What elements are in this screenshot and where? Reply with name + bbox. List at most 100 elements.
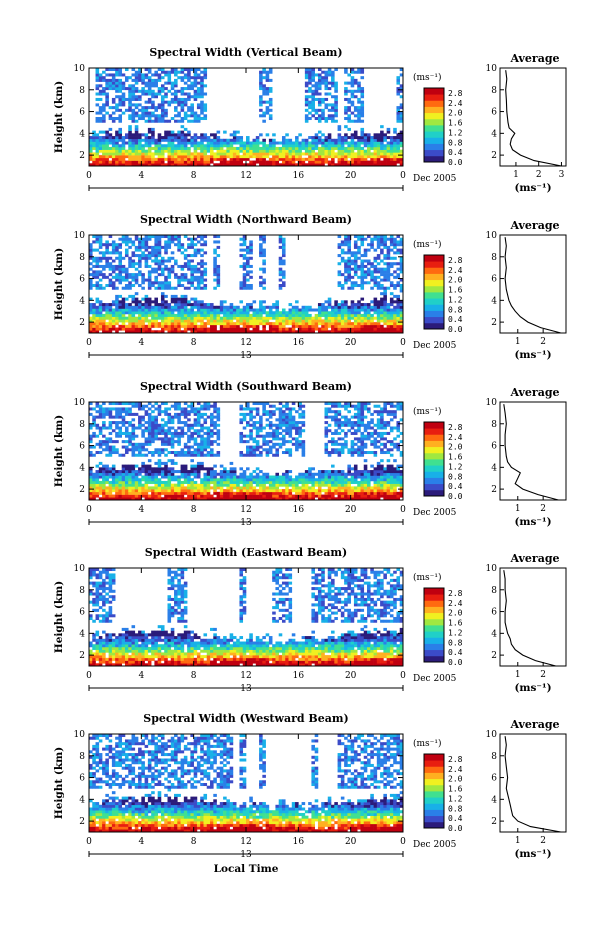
average-title: Average xyxy=(509,386,559,399)
colorbar-tick-label: 2.4 xyxy=(448,599,463,608)
average-frame xyxy=(499,733,567,833)
x-tick-label: 8 xyxy=(191,505,197,515)
colorbar: (ms⁻¹) 2.82.42.01.61.20.80.40.0 xyxy=(413,406,463,501)
x-tick-label: 0 xyxy=(86,671,92,681)
colorbar-tick-label: 0.4 xyxy=(448,648,463,657)
heatmap-cells xyxy=(89,235,404,334)
colorbar-segment xyxy=(424,600,444,607)
colorbar-tick-label: 1.6 xyxy=(448,453,463,462)
heatmap-cells xyxy=(89,68,404,167)
colorbar-tick-label: 2.0 xyxy=(448,609,463,618)
colorbar-tick-label: 2.0 xyxy=(448,775,463,784)
x-tick-label: 20 xyxy=(345,171,357,181)
colorbar-segment xyxy=(424,440,444,448)
heatmap-cells xyxy=(89,402,404,501)
date-label: Dec 2005 xyxy=(413,341,457,351)
average-y-tick-label: 4 xyxy=(491,629,497,639)
x-tick-label: 0 xyxy=(86,505,92,515)
colorbar-tick-label: 2.0 xyxy=(448,276,463,285)
colorbar-segment xyxy=(424,625,444,632)
colorbar-segment xyxy=(424,137,444,144)
y-tick-label: 8 xyxy=(79,752,85,762)
colorbar-tick-label: 1.2 xyxy=(448,295,463,304)
y-tick-label: 8 xyxy=(79,420,85,430)
y-tick-label: 2 xyxy=(79,151,85,161)
colorbar-units: (ms⁻¹) xyxy=(413,572,442,583)
average-x-tick-label: 1 xyxy=(515,504,521,514)
colorbar-segment xyxy=(424,803,444,810)
y-tick-label: 10 xyxy=(74,730,86,740)
x-axis-label: Local Time xyxy=(214,863,279,875)
heatmap-cells xyxy=(89,734,404,833)
average-y-tick-label: 8 xyxy=(491,586,497,596)
average-frame xyxy=(499,234,567,334)
y-tick-label: 4 xyxy=(79,463,85,473)
colorbar: (ms⁻¹) 2.82.42.01.61.20.80.40.0 xyxy=(413,239,463,334)
x-tick-label: 0 xyxy=(86,837,92,847)
y-tick-label: 6 xyxy=(79,108,85,118)
colorbar-segment xyxy=(424,125,444,132)
colorbar-tick-label: 2.8 xyxy=(448,423,463,432)
x-tick-label: 0 xyxy=(400,505,406,515)
colorbar-segment xyxy=(424,815,444,823)
colorbar-tick-label: 1.2 xyxy=(448,628,463,637)
average-y-tick-label: 2 xyxy=(491,485,497,495)
x-tick-label: 4 xyxy=(138,671,144,681)
y-tick-label: 4 xyxy=(79,795,85,805)
colorbar-segment xyxy=(424,821,444,829)
average-y-tick-label: 6 xyxy=(491,774,497,784)
average-y-tick-label: 6 xyxy=(491,275,497,285)
colorbar-frame xyxy=(423,421,445,497)
colorbar-tick-label: 0.0 xyxy=(448,492,463,501)
colorbar-segment xyxy=(424,465,444,472)
x-tick-label: 0 xyxy=(400,338,406,348)
colorbar-segment xyxy=(424,304,444,311)
colorbar: (ms⁻¹) 2.82.42.01.61.20.80.40.0 xyxy=(413,738,463,833)
y-tick-label: 8 xyxy=(79,86,85,96)
colorbar-units: (ms⁻¹) xyxy=(413,406,442,417)
average-y-tick-label: 10 xyxy=(486,64,498,74)
day-label: 13 xyxy=(240,850,252,860)
average-title: Average xyxy=(509,219,559,232)
colorbar-segment xyxy=(424,754,444,761)
panel-title: Spectral Width (Eastward Beam) xyxy=(145,546,347,559)
average-x-label: (ms⁻¹) xyxy=(514,349,551,361)
colorbar-segment xyxy=(424,285,444,293)
colorbar-segment xyxy=(424,88,444,95)
colorbar-segment xyxy=(424,612,444,620)
colorbar-segment xyxy=(424,298,444,305)
x-tick-label: 12 xyxy=(240,505,251,515)
colorbar: (ms⁻¹) 2.82.42.01.61.20.80.40.0 xyxy=(413,72,463,167)
x-tick-label: 0 xyxy=(400,837,406,847)
average-y-tick-label: 6 xyxy=(491,442,497,452)
colorbar-segment xyxy=(424,637,444,644)
day-label: 13 xyxy=(240,684,252,694)
average-y-tick-label: 8 xyxy=(491,420,497,430)
y-tick-label: 2 xyxy=(79,817,85,827)
x-tick-label: 16 xyxy=(293,837,305,847)
panel-title: Spectral Width (Southward Beam) xyxy=(140,380,352,393)
average-y-tick-label: 6 xyxy=(491,108,497,118)
colorbar-tick-label: 0.0 xyxy=(448,824,463,833)
colorbar-tick-label: 2.8 xyxy=(448,755,463,764)
x-tick-label: 8 xyxy=(191,671,197,681)
average-x-tick-label: 3 xyxy=(559,170,565,180)
average-profile-line xyxy=(503,570,556,667)
average-x-label: (ms⁻¹) xyxy=(514,182,551,194)
colorbar-segment xyxy=(424,655,444,663)
colorbar-tick-label: 2.8 xyxy=(448,589,463,598)
average-x-tick-label: 1 xyxy=(513,170,519,180)
x-tick-label: 0 xyxy=(400,671,406,681)
colorbar-segment xyxy=(424,643,444,651)
colorbar-tick-label: 1.6 xyxy=(448,619,463,628)
average-y-tick-label: 2 xyxy=(491,817,497,827)
average-y-tick-label: 8 xyxy=(491,86,497,96)
colorbar-tick-label: 0.8 xyxy=(448,804,463,813)
average-y-tick-label: 10 xyxy=(486,398,498,408)
colorbar-tick-label: 0.8 xyxy=(448,638,463,647)
average-profile-line xyxy=(505,70,562,167)
